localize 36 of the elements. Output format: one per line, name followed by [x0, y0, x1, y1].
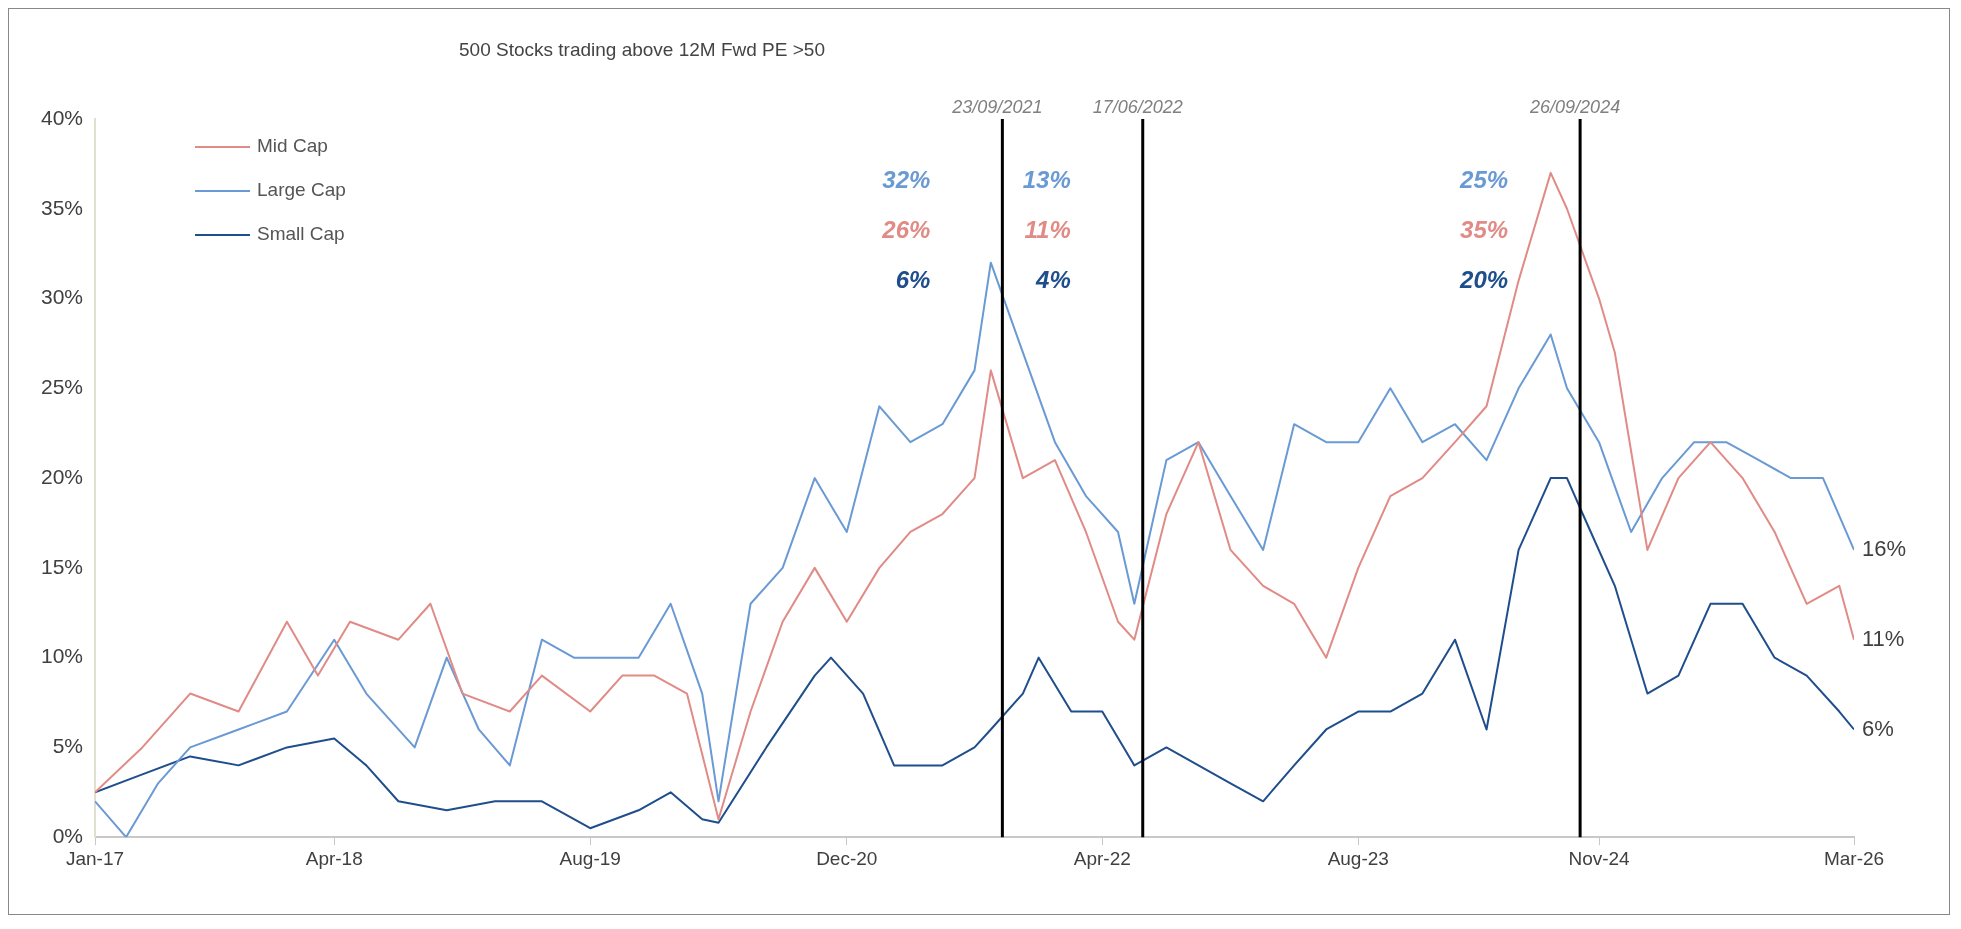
annotation: 32% — [882, 165, 931, 193]
ref-line-label: 26/09/2024 — [1529, 97, 1621, 117]
annotation: 35% — [1460, 215, 1509, 243]
y-tick-label: 15% — [41, 554, 84, 578]
x-tick-label: Jan-17 — [65, 847, 125, 869]
x-tick-label: Apr-22 — [1073, 847, 1131, 869]
annotation: 11% — [1024, 215, 1071, 243]
x-tick-label: Apr-18 — [305, 847, 363, 869]
x-tick-label: Mar-26 — [1823, 847, 1885, 869]
annotation: 16% — [1862, 535, 1907, 561]
y-tick-label: 40% — [41, 105, 84, 129]
legend-label: Small Cap — [257, 223, 345, 245]
ref-line-label: 23/09/2021 — [951, 97, 1043, 117]
annotation: 26% — [881, 215, 931, 243]
y-tick-label: 30% — [41, 285, 84, 309]
y-tick-label: 5% — [52, 734, 84, 758]
annotation: 6% — [1862, 715, 1894, 741]
x-tick-label: Aug-19 — [559, 847, 621, 869]
x-tick-label: Aug-23 — [1327, 847, 1389, 869]
annotation: 4% — [1035, 265, 1071, 293]
y-tick-label: 20% — [41, 464, 84, 488]
y-tick-label: 35% — [41, 195, 84, 219]
annotation: 11% — [1862, 625, 1905, 651]
legend-label: Large Cap — [257, 179, 346, 201]
y-tick-label: 25% — [41, 375, 84, 399]
x-tick-label: Nov-24 — [1568, 847, 1631, 869]
ref-line-label: 17/06/2022 — [1092, 97, 1183, 117]
annotation: 25% — [1459, 165, 1509, 193]
y-tick-label: 10% — [41, 644, 84, 668]
chart-title: 500 Stocks trading above 12M Fwd PE >50 — [459, 39, 825, 61]
annotation: 13% — [1022, 165, 1071, 193]
x-tick-label: Dec-20 — [816, 847, 878, 869]
y-tick-label: 0% — [52, 824, 84, 847]
annotation: 20% — [1459, 265, 1509, 293]
legend-label: Mid Cap — [257, 135, 328, 157]
annotation: 6% — [895, 265, 931, 293]
